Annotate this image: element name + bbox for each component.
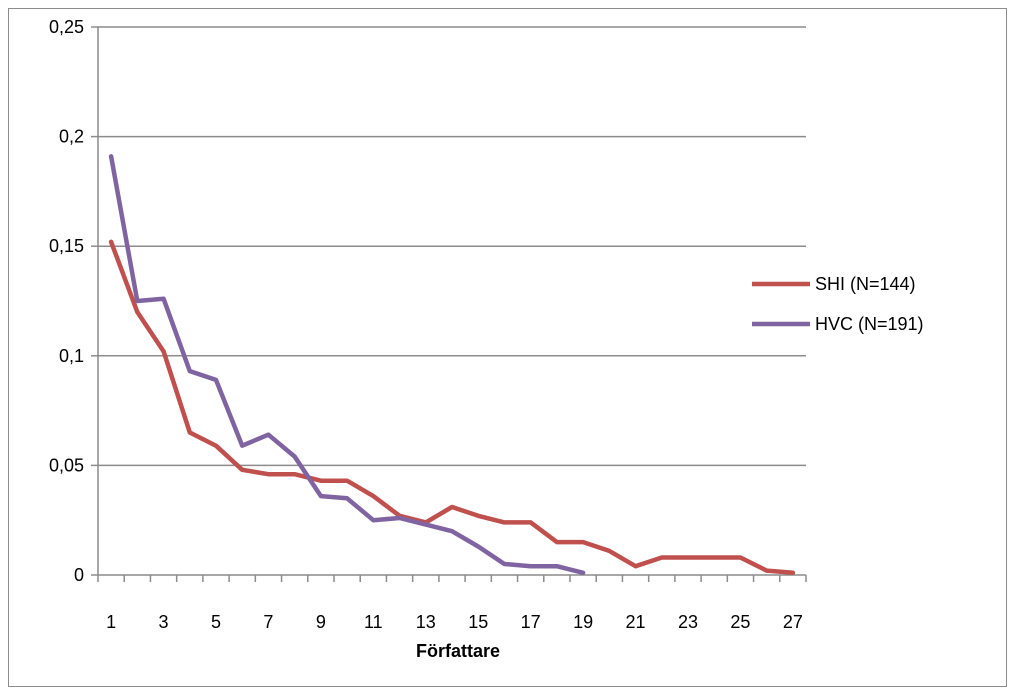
x-tick-label: 17 [521,612,541,632]
series-lines [108,154,796,576]
gridlines [98,26,806,467]
legend: SHI (N=144) HVC (N=191) [752,274,924,334]
x-tick-label: 5 [211,612,221,632]
x-axis-title: Författare [416,641,500,661]
series-line-shi [108,239,796,576]
tick-labels: 00,050,10,150,20,251 3 5 7 9 11 13 15 17 19 21 23 25… [49,17,803,632]
x-tick-label: 9 [316,612,326,632]
x-tick-label: 23 [678,612,698,632]
y-tick-label: 0 [74,565,84,585]
x-tick-label: 13 [416,612,436,632]
x-tick-label: 11 [364,612,383,632]
y-tick-label: 0,2 [59,127,84,147]
chart-frame [8,8,1007,687]
y-tick-label: 0,05 [49,455,84,475]
y-tick-label: 0,25 [49,17,84,37]
legend-label-shi: SHI (N=144) [815,274,916,294]
legend-label-hvc: HVC (N=191) [815,314,924,334]
x-tick-label: 27 [783,612,803,632]
axes [91,26,807,582]
series-line-hvc [108,154,586,576]
x-tick-label: 15 [468,612,488,632]
y-tick-label: 0,15 [49,236,84,256]
y-tick-label: 0,1 [59,346,84,366]
x-tick-label: 25 [730,612,750,632]
x-tick-label: 19 [573,612,593,632]
x-tick-label: 3 [159,612,169,632]
x-tick-label: 1 [106,612,116,632]
x-tick-label: 7 [263,612,273,632]
x-tick-label: 21 [626,612,646,632]
